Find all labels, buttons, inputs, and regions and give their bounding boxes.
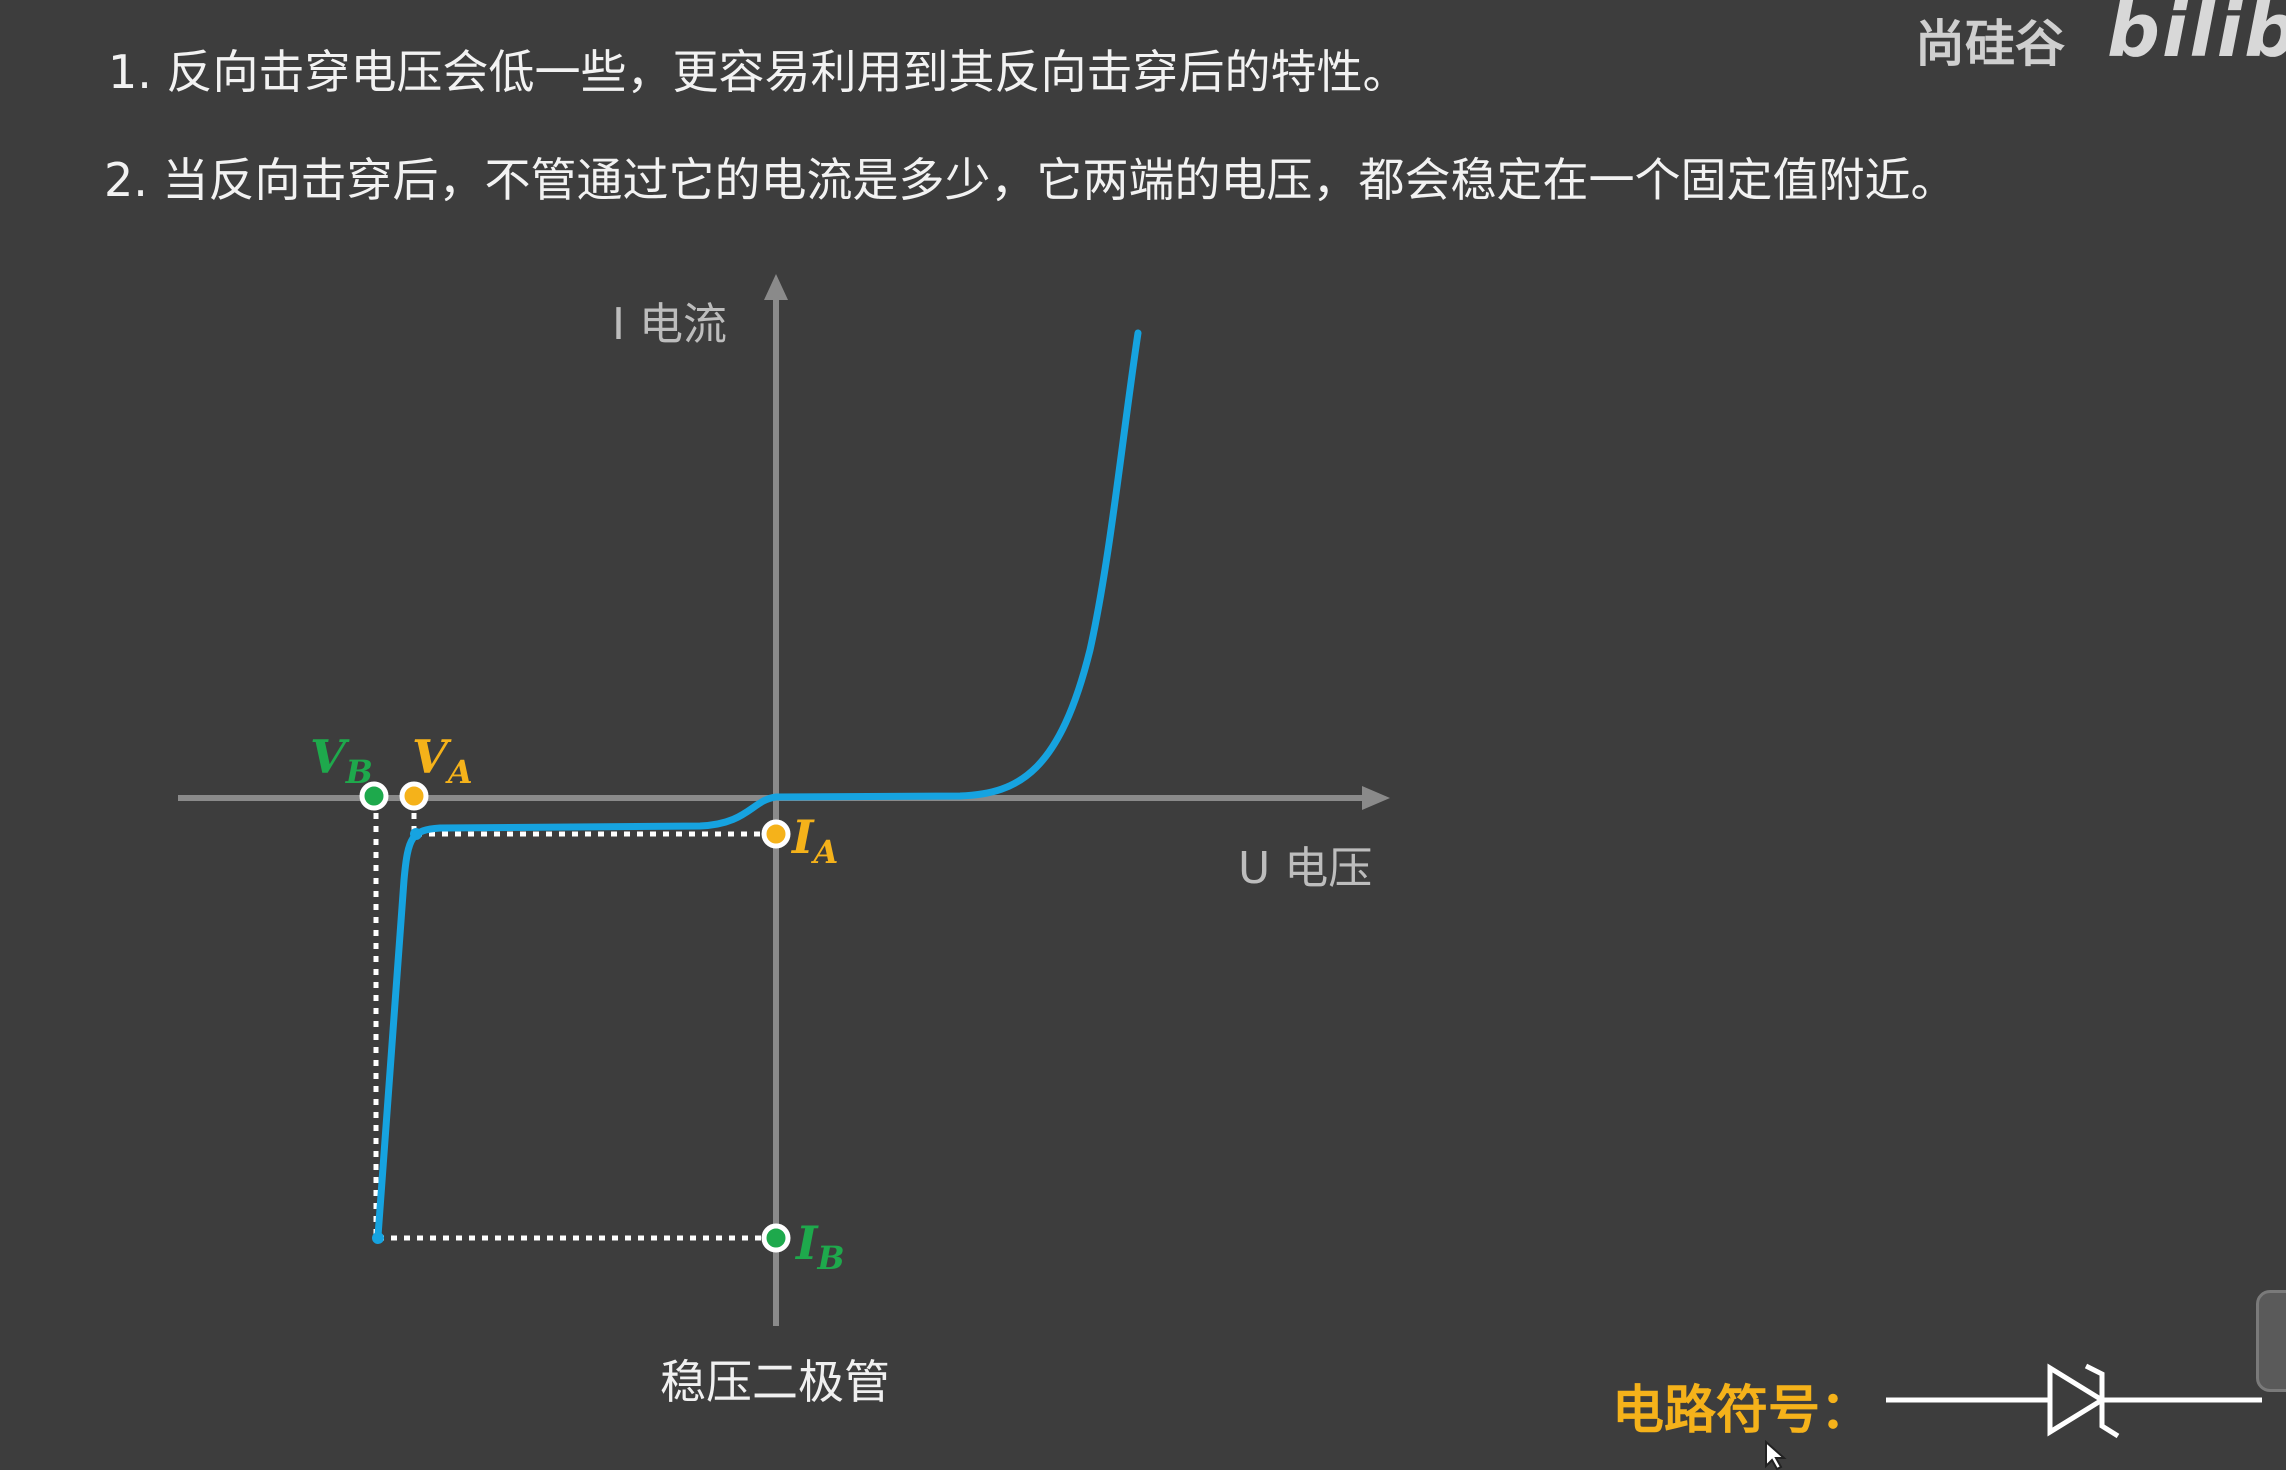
curve-point-a (410, 828, 422, 840)
side-handle[interactable] (2256, 1290, 2286, 1392)
curve-point-b (372, 1232, 384, 1244)
point-va-label: VA (412, 730, 473, 791)
point-ia-marker (764, 822, 788, 846)
point-ib-marker (764, 1226, 788, 1250)
x-axis-label: U 电压 (1238, 832, 1372, 896)
y-axis-arrow-icon (764, 274, 788, 300)
point-vb-label: VB (310, 730, 373, 791)
x-axis-arrow-icon (1362, 786, 1390, 810)
mouse-cursor-icon (1764, 1440, 1792, 1470)
point-ia-label: IA (792, 810, 838, 871)
circuit-symbol-label: 电路符号： (1612, 1368, 1872, 1443)
zener-diode-icon (1886, 1366, 2262, 1436)
point-ib-label: IB (796, 1216, 845, 1277)
iv-curve (378, 333, 1138, 1236)
y-axis-label: I 电流 (612, 288, 727, 352)
diagram-caption: 稳压二极管 (660, 1346, 890, 1412)
